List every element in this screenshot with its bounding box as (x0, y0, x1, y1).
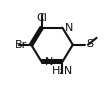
Text: S: S (86, 39, 93, 49)
Text: Cl: Cl (36, 13, 47, 23)
Text: H₂N: H₂N (52, 66, 73, 76)
Text: N: N (44, 57, 53, 67)
Text: N: N (65, 23, 74, 33)
Text: Br: Br (15, 40, 27, 50)
